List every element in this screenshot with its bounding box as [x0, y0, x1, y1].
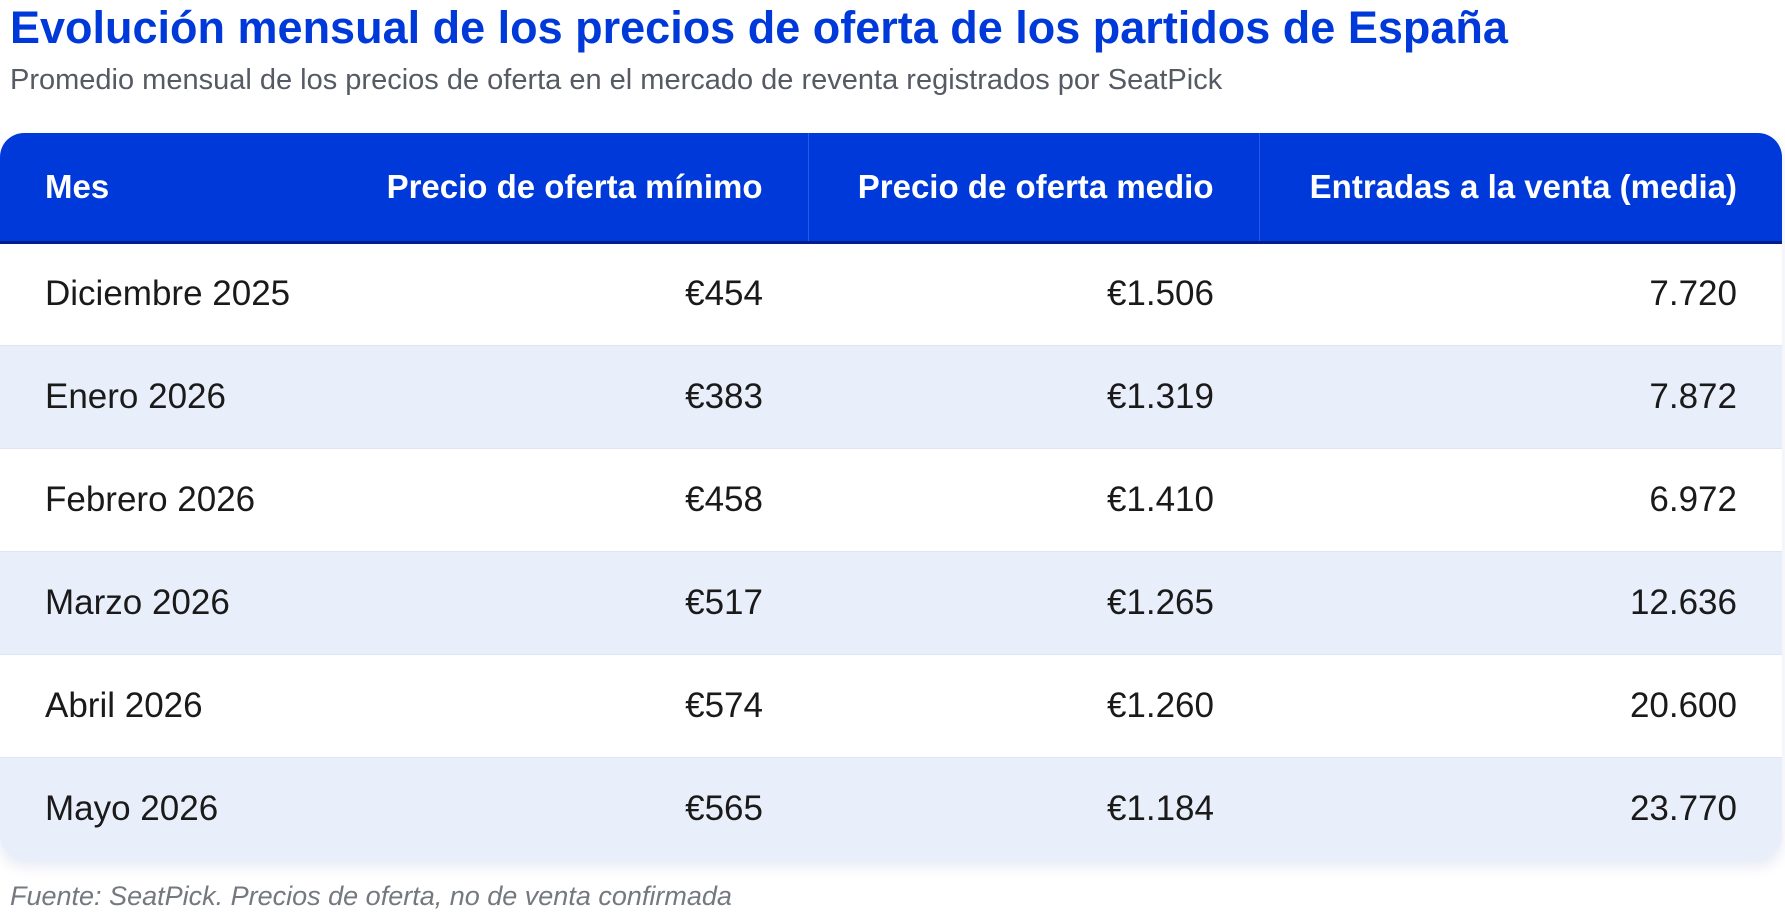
table-row: Mayo 2026 €565 €1.184 23.770 [0, 757, 1782, 860]
header-precio-medio: Precio de oferta medio [807, 133, 1259, 244]
cell-mes-minimo: Febrero 2026 €458 [0, 448, 808, 552]
cell-entradas: 7.720 [1259, 242, 1782, 346]
chart-title: Evolución mensual de los precios de ofer… [10, 2, 1508, 53]
table-row: Diciembre 2025 €454 €1.506 7.720 [0, 242, 1782, 346]
table-body: Diciembre 2025 €454 €1.506 7.720 Enero 2026 €… [0, 242, 1782, 860]
table-row: Enero 2026 €383 €1.319 7.872 [0, 345, 1782, 449]
cell-entradas: 6.972 [1259, 448, 1782, 552]
table-header: Mes Precio de oferta mínimo Precio de of… [0, 133, 1782, 244]
cell-mes: Abril 2026 [45, 685, 203, 725]
price-table: Mes Precio de oferta mínimo Precio de of… [0, 133, 1782, 860]
cell-precio-medio: €1.319 [808, 345, 1259, 449]
price-table-container: Mes Precio de oferta mínimo Precio de of… [0, 133, 1782, 860]
cell-precio-medio: €1.260 [808, 654, 1259, 758]
cell-mes-minimo: Diciembre 2025 €454 [0, 242, 808, 346]
cell-precio-medio: €1.506 [808, 242, 1259, 346]
cell-mes: Febrero 2026 [45, 479, 256, 519]
cell-entradas: 23.770 [1629, 788, 1737, 828]
cell-precio-minimo: €454 [685, 274, 763, 313]
cell-mes-minimo: Abril 2026 €574 [0, 654, 808, 758]
source-note: Fuente: SeatPick. Precios de oferta, no … [10, 881, 732, 911]
cell-precio-medio: €1.184 [1106, 788, 1214, 828]
cell-precio-medio: €1.265 [808, 551, 1259, 655]
cell-mes-minimo: Enero 2026 €383 [0, 345, 808, 449]
header-row: Mes Precio de oferta mínimo Precio de of… [0, 133, 1782, 244]
cell-mes-minimo: Marzo 2026 €517 [0, 551, 808, 655]
cell-mes: Diciembre 2025 [45, 274, 291, 313]
cell-mes: Mayo 2026 [45, 788, 219, 828]
header-precio-minimo: Precio de oferta mínimo [386, 167, 763, 205]
table-row: Abril 2026 €574 €1.260 20.600 [0, 654, 1782, 758]
cell-precio-medio: €1.410 [808, 448, 1259, 552]
header-entradas: Entradas a la venta (media) [1258, 133, 1782, 244]
cell-precio-minimo: €565 [685, 788, 763, 828]
chart-subtitle: Promedio mensual de los precios de ofert… [10, 64, 1223, 96]
cell-mes-minimo: Mayo 2026 €565 [0, 757, 808, 860]
cell-mes: Marzo 2026 [45, 582, 230, 622]
cell-entradas: 20.600 [1259, 654, 1782, 758]
cell-precio-minimo: €383 [685, 376, 763, 416]
header-cell-mes-minimo: Mes Precio de oferta mínimo [0, 133, 808, 244]
cell-entradas: 7.872 [1259, 345, 1782, 449]
cell-entradas: 12.636 [1259, 551, 1782, 655]
cell-precio-minimo: €458 [685, 479, 763, 519]
header-mes: Mes [45, 167, 110, 205]
table-row: Marzo 2026 €517 €1.265 12.636 [0, 551, 1782, 655]
cell-precio-minimo: €574 [685, 685, 763, 725]
cell-mes: Enero 2026 [45, 376, 226, 416]
cell-precio-minimo: €517 [685, 582, 763, 622]
table-row: Febrero 2026 €458 €1.410 6.972 [0, 448, 1782, 552]
